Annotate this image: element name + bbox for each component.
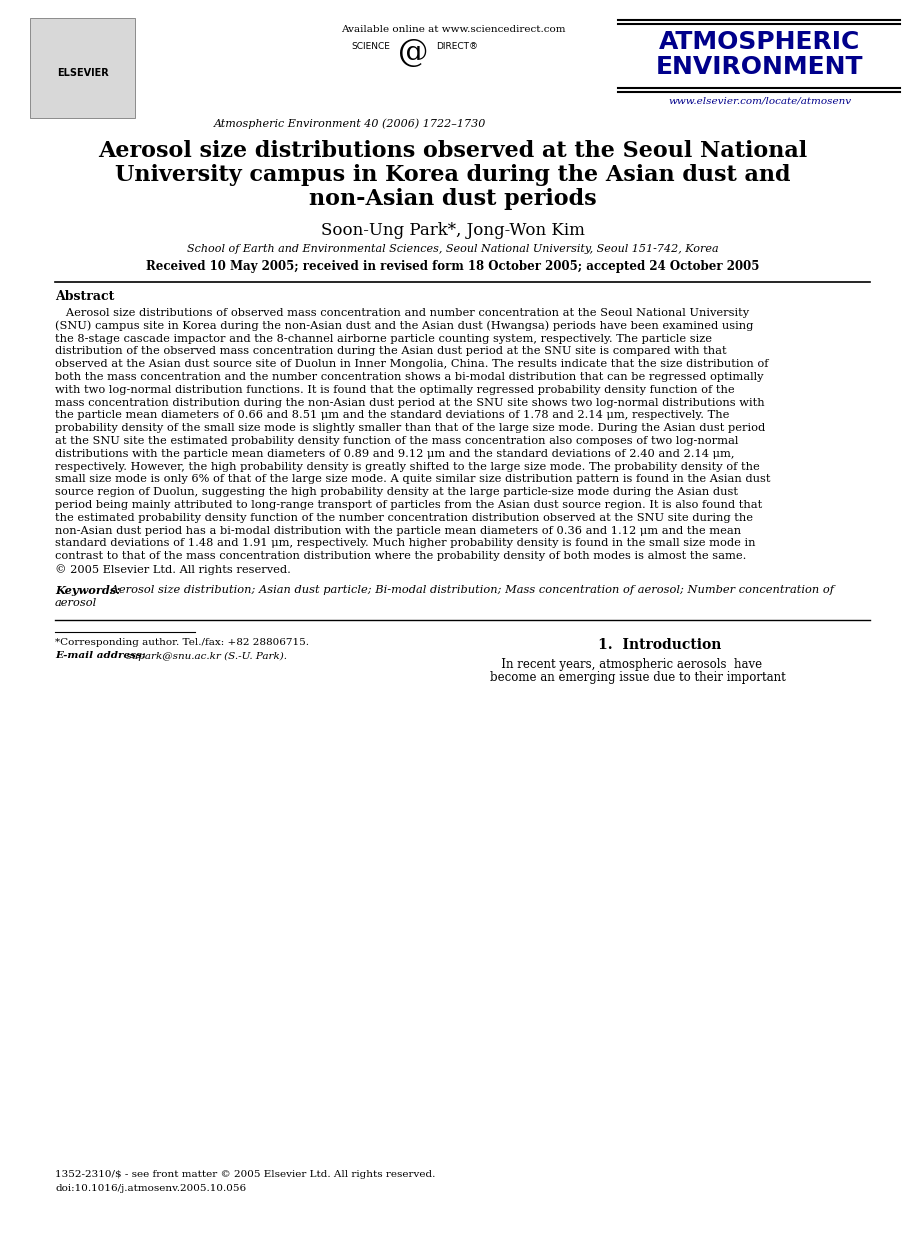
Text: (SNU) campus site in Korea during the non-Asian dust and the Asian dust (Hwangsa: (SNU) campus site in Korea during the no… xyxy=(55,321,754,332)
Text: E-mail address:: E-mail address: xyxy=(55,651,146,660)
Text: the estimated probability density function of the number concentration distribut: the estimated probability density functi… xyxy=(55,513,753,522)
Text: ELSEVIER: ELSEVIER xyxy=(56,68,108,78)
Text: contrast to that of the mass concentration distribution where the probability de: contrast to that of the mass concentrati… xyxy=(55,551,746,561)
Text: *Corresponding author. Tel./fax: +82 28806715.: *Corresponding author. Tel./fax: +82 288… xyxy=(55,639,309,647)
Text: ENVIRONMENT: ENVIRONMENT xyxy=(657,54,863,79)
Text: period being mainly attributed to long-range transport of particles from the Asi: period being mainly attributed to long-r… xyxy=(55,500,762,510)
Text: with two log-normal distribution functions. It is found that the optimally regre: with two log-normal distribution functio… xyxy=(55,385,735,395)
Text: Available online at www.sciencedirect.com: Available online at www.sciencedirect.co… xyxy=(341,25,565,33)
Text: University campus in Korea during the Asian dust and: University campus in Korea during the As… xyxy=(115,163,791,186)
Text: Atmospheric Environment 40 (2006) 1722–1730: Atmospheric Environment 40 (2006) 1722–1… xyxy=(214,118,486,129)
Text: both the mass concentration and the number concentration shows a bi-modal distri: both the mass concentration and the numb… xyxy=(55,371,764,383)
Text: Abstract: Abstract xyxy=(55,290,114,303)
Text: 1352-2310/$ - see front matter © 2005 Elsevier Ltd. All rights reserved.: 1352-2310/$ - see front matter © 2005 El… xyxy=(55,1170,435,1179)
Text: the 8-stage cascade impactor and the 8-channel airborne particle counting system: the 8-stage cascade impactor and the 8-c… xyxy=(55,333,712,344)
Text: standard deviations of 1.48 and 1.91 μm, respectively. Much higher probability d: standard deviations of 1.48 and 1.91 μm,… xyxy=(55,539,756,548)
Text: In recent years, atmospheric aerosols  have: In recent years, atmospheric aerosols ha… xyxy=(490,659,762,671)
Text: respectively. However, the high probability density is greatly shifted to the la: respectively. However, the high probabil… xyxy=(55,462,760,472)
Text: small size mode is only 6% of that of the large size mode. A quite similar size : small size mode is only 6% of that of th… xyxy=(55,474,771,484)
Text: distributions with the particle mean diameters of 0.89 and 9.12 μm and the stand: distributions with the particle mean dia… xyxy=(55,449,735,459)
Text: School of Earth and Environmental Sciences, Seoul National University, Seoul 151: School of Earth and Environmental Scienc… xyxy=(187,244,719,254)
Text: ATMOSPHERIC: ATMOSPHERIC xyxy=(659,30,861,54)
Text: non-Asian dust period has a bi-modal distribution with the particle mean diamete: non-Asian dust period has a bi-modal dis… xyxy=(55,526,741,536)
Text: Aerosol size distributions observed at the Seoul National: Aerosol size distributions observed at t… xyxy=(99,140,807,162)
Text: 1.  Introduction: 1. Introduction xyxy=(599,639,722,652)
Text: source region of Duolun, suggesting the high probability density at the large pa: source region of Duolun, suggesting the … xyxy=(55,488,738,498)
Text: observed at the Asian dust source site of Duolun in Inner Mongolia, China. The r: observed at the Asian dust source site o… xyxy=(55,359,768,369)
Text: non-Asian dust periods: non-Asian dust periods xyxy=(309,188,597,210)
Text: doi:10.1016/j.atmosenv.2005.10.056: doi:10.1016/j.atmosenv.2005.10.056 xyxy=(55,1184,246,1193)
Text: Aerosol size distributions of observed mass concentration and number concentrati: Aerosol size distributions of observed m… xyxy=(55,308,749,318)
Text: DIRECT®: DIRECT® xyxy=(436,42,478,51)
Text: the particle mean diameters of 0.66 and 8.51 μm and the standard deviations of 1: the particle mean diameters of 0.66 and … xyxy=(55,411,729,421)
Text: become an emerging issue due to their important: become an emerging issue due to their im… xyxy=(490,671,785,685)
Text: at the SNU site the estimated probability density function of the mass concentra: at the SNU site the estimated probabilit… xyxy=(55,436,738,446)
Text: SCIENCE: SCIENCE xyxy=(351,42,390,51)
Text: probability density of the small size mode is slightly smaller than that of the : probability density of the small size mo… xyxy=(55,423,766,433)
Text: Keywords:: Keywords: xyxy=(55,584,121,595)
Text: © 2005 Elsevier Ltd. All rights reserved.: © 2005 Elsevier Ltd. All rights reserved… xyxy=(55,565,291,574)
Text: Soon-Ung Park*, Jong-Won Kim: Soon-Ung Park*, Jong-Won Kim xyxy=(321,222,585,239)
Text: Received 10 May 2005; received in revised form 18 October 2005; accepted 24 Octo: Received 10 May 2005; received in revise… xyxy=(146,260,760,274)
Text: @: @ xyxy=(398,37,428,68)
Bar xyxy=(30,19,135,118)
Text: mass concentration distribution during the non-Asian dust period at the SNU site: mass concentration distribution during t… xyxy=(55,397,765,407)
Text: aerosol: aerosol xyxy=(55,598,97,608)
Text: supark@snu.ac.kr (S.-U. Park).: supark@snu.ac.kr (S.-U. Park). xyxy=(123,651,287,661)
Text: Aerosol size distribution; Asian dust particle; Bi-modal distribution; Mass conc: Aerosol size distribution; Asian dust pa… xyxy=(107,584,834,594)
Text: www.elsevier.com/locate/atmosenv: www.elsevier.com/locate/atmosenv xyxy=(668,97,852,105)
Text: distribution of the observed mass concentration during the Asian dust period at : distribution of the observed mass concen… xyxy=(55,347,727,357)
